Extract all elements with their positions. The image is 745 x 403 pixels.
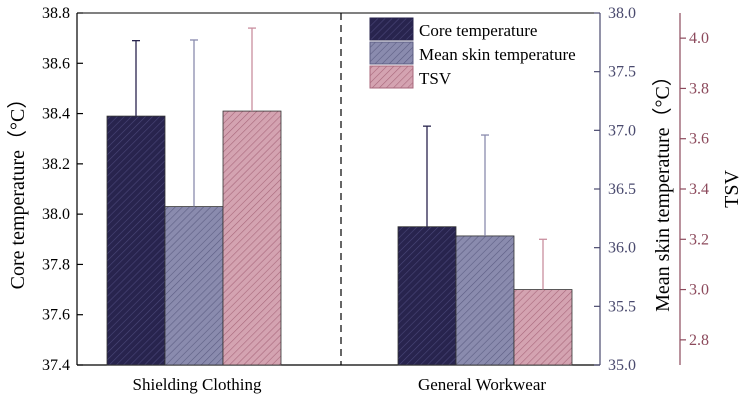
tsv-axis: 2.8 3.0 3.2 3.4 3.6 3.8 4.0 <box>680 30 709 349</box>
left-axis-tick-label-6: 38.6 <box>42 55 70 72</box>
right1-axis-tick-label-4: 37.0 <box>608 122 636 139</box>
bar-tsv-1 <box>513 289 573 366</box>
right2-axis-tick-label-4: 3.6 <box>689 131 709 148</box>
x-tick-label-0: Shielding Clothing <box>133 375 262 394</box>
left-axis-tick-label-4: 38.2 <box>42 156 70 173</box>
bar-tsv-0 <box>222 110 282 366</box>
legend-swatch-core <box>369 17 414 41</box>
right2-axis-tick-label-0: 2.8 <box>689 332 709 349</box>
bars-group <box>106 110 573 366</box>
legend-label-skin: Mean skin temperature <box>419 45 576 64</box>
right1-axis-tick-label-2: 36.0 <box>608 240 636 257</box>
right2-axis-tick-label-6: 4.0 <box>689 30 709 47</box>
mean-skin-axis-title: Mean skin temperature（°C） <box>651 66 674 312</box>
left-axis-tick-label-1: 37.6 <box>42 307 70 324</box>
bar-skin-0 <box>164 206 224 366</box>
left-axis-tick-label-2: 37.8 <box>42 256 70 273</box>
right1-axis-tick-label-6: 38.0 <box>608 5 636 22</box>
right2-axis-tick-label-1: 3.0 <box>689 282 709 299</box>
bar-skin-1 <box>455 235 515 366</box>
right1-axis-tick-label-5: 37.5 <box>608 64 636 81</box>
error-bars-group <box>132 27 547 290</box>
legend-swatch-skin <box>369 41 414 65</box>
left-axis-tick-label-0: 37.4 <box>42 357 70 374</box>
right1-axis-tick-label-3: 36.5 <box>608 181 636 198</box>
right1-axis-tick-label-1: 35.5 <box>608 298 636 315</box>
legend-swatch-tsv <box>369 65 414 89</box>
legend: Core temperature Mean skin temperature T… <box>369 17 576 89</box>
right2-axis-tick-label-5: 3.8 <box>689 80 709 97</box>
x-axis: Shielding Clothing General Workwear <box>133 375 547 394</box>
left-axis: 37.4 37.6 37.8 38.0 38.2 38.4 38.6 38.8 <box>42 5 83 374</box>
legend-label-tsv: TSV <box>419 69 452 88</box>
x-tick-label-1: General Workwear <box>418 375 546 394</box>
left-axis-title: Core temperature（°C） <box>6 89 29 290</box>
left-axis-tick-label-7: 38.8 <box>42 5 70 22</box>
tsv-axis-title: TSV <box>721 170 743 208</box>
legend-label-core: Core temperature <box>419 21 537 40</box>
right2-axis-tick-label-3: 3.4 <box>689 181 709 198</box>
bar-core-0 <box>106 115 166 366</box>
bar-core-1 <box>397 226 457 366</box>
right2-axis-tick-label-2: 3.2 <box>689 231 709 248</box>
left-axis-tick-label-3: 38.0 <box>42 206 70 223</box>
left-axis-tick-label-5: 38.4 <box>42 106 70 123</box>
mean-skin-axis: 35.0 35.5 36.0 36.5 37.0 37.5 38.0 <box>594 5 636 374</box>
right1-axis-tick-label-0: 35.0 <box>608 357 636 374</box>
